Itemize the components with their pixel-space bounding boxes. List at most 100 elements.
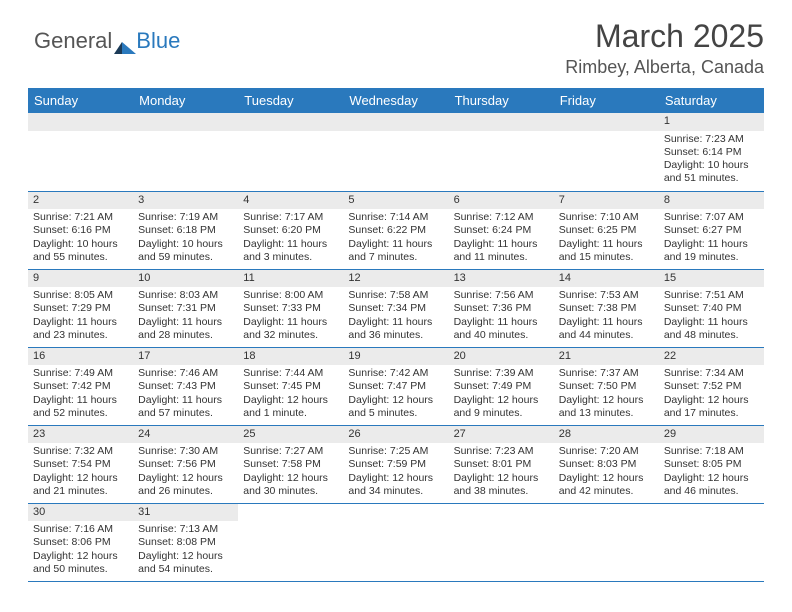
calendar-empty-cell bbox=[554, 113, 659, 191]
daylight-text: Daylight: 12 hours and 17 minutes. bbox=[664, 394, 759, 420]
sunrise-text: Sunrise: 7:42 AM bbox=[348, 367, 443, 380]
day-body: Sunrise: 7:56 AMSunset: 7:36 PMDaylight:… bbox=[449, 287, 554, 345]
sunset-text: Sunset: 8:05 PM bbox=[664, 458, 759, 471]
day-header: Monday bbox=[133, 88, 238, 113]
daylight-text: Daylight: 12 hours and 42 minutes. bbox=[559, 472, 654, 498]
daylight-text: Daylight: 11 hours and 44 minutes. bbox=[559, 316, 654, 342]
day-number: 15 bbox=[659, 270, 764, 288]
sunrise-text: Sunrise: 7:27 AM bbox=[243, 445, 338, 458]
calendar-empty-cell bbox=[238, 113, 343, 191]
day-body: Sunrise: 7:53 AMSunset: 7:38 PMDaylight:… bbox=[554, 287, 659, 345]
calendar-day-cell: 9Sunrise: 8:05 AMSunset: 7:29 PMDaylight… bbox=[28, 269, 133, 347]
calendar-empty-cell bbox=[449, 113, 554, 191]
sunrise-text: Sunrise: 7:10 AM bbox=[559, 211, 654, 224]
sunrise-text: Sunrise: 7:51 AM bbox=[664, 289, 759, 302]
daylight-text: Daylight: 11 hours and 48 minutes. bbox=[664, 316, 759, 342]
sunset-text: Sunset: 7:58 PM bbox=[243, 458, 338, 471]
day-number: 14 bbox=[554, 270, 659, 288]
day-number: 12 bbox=[343, 270, 448, 288]
day-number-empty bbox=[28, 113, 133, 131]
sunset-text: Sunset: 7:42 PM bbox=[33, 380, 128, 393]
sunset-text: Sunset: 8:06 PM bbox=[33, 536, 128, 549]
daylight-text: Daylight: 12 hours and 54 minutes. bbox=[138, 550, 233, 576]
calendar-empty-cell bbox=[343, 113, 448, 191]
sunrise-text: Sunrise: 7:56 AM bbox=[454, 289, 549, 302]
day-header: Wednesday bbox=[343, 88, 448, 113]
calendar-day-cell: 20Sunrise: 7:39 AMSunset: 7:49 PMDayligh… bbox=[449, 347, 554, 425]
day-body: Sunrise: 7:10 AMSunset: 6:25 PMDaylight:… bbox=[554, 209, 659, 267]
sunrise-text: Sunrise: 8:03 AM bbox=[138, 289, 233, 302]
day-header: Friday bbox=[554, 88, 659, 113]
sunset-text: Sunset: 7:59 PM bbox=[348, 458, 443, 471]
logo-text-general: General bbox=[34, 28, 112, 54]
daylight-text: Daylight: 11 hours and 23 minutes. bbox=[33, 316, 128, 342]
daylight-text: Daylight: 10 hours and 55 minutes. bbox=[33, 238, 128, 264]
sunset-text: Sunset: 6:27 PM bbox=[664, 224, 759, 237]
day-header: Sunday bbox=[28, 88, 133, 113]
calendar-table: SundayMondayTuesdayWednesdayThursdayFrid… bbox=[28, 88, 764, 582]
sunrise-text: Sunrise: 7:23 AM bbox=[454, 445, 549, 458]
calendar-empty-cell bbox=[659, 503, 764, 581]
daylight-text: Daylight: 11 hours and 40 minutes. bbox=[454, 316, 549, 342]
sunrise-text: Sunrise: 7:07 AM bbox=[664, 211, 759, 224]
daylight-text: Daylight: 11 hours and 36 minutes. bbox=[348, 316, 443, 342]
day-number: 19 bbox=[343, 348, 448, 366]
day-number: 30 bbox=[28, 504, 133, 522]
daylight-text: Daylight: 12 hours and 13 minutes. bbox=[559, 394, 654, 420]
day-header: Saturday bbox=[659, 88, 764, 113]
sunrise-text: Sunrise: 7:23 AM bbox=[664, 133, 759, 146]
day-number: 28 bbox=[554, 426, 659, 444]
day-number: 23 bbox=[28, 426, 133, 444]
calendar-day-cell: 18Sunrise: 7:44 AMSunset: 7:45 PMDayligh… bbox=[238, 347, 343, 425]
location: Rimbey, Alberta, Canada bbox=[28, 57, 764, 78]
daylight-text: Daylight: 12 hours and 21 minutes. bbox=[33, 472, 128, 498]
sunset-text: Sunset: 6:22 PM bbox=[348, 224, 443, 237]
daylight-text: Daylight: 11 hours and 32 minutes. bbox=[243, 316, 338, 342]
sunrise-text: Sunrise: 7:30 AM bbox=[138, 445, 233, 458]
day-number: 13 bbox=[449, 270, 554, 288]
calendar-day-cell: 19Sunrise: 7:42 AMSunset: 7:47 PMDayligh… bbox=[343, 347, 448, 425]
day-header: Thursday bbox=[449, 88, 554, 113]
calendar-week-row: 1Sunrise: 7:23 AMSunset: 6:14 PMDaylight… bbox=[28, 113, 764, 191]
calendar-day-cell: 13Sunrise: 7:56 AMSunset: 7:36 PMDayligh… bbox=[449, 269, 554, 347]
daylight-text: Daylight: 10 hours and 59 minutes. bbox=[138, 238, 233, 264]
sunset-text: Sunset: 7:38 PM bbox=[559, 302, 654, 315]
day-body: Sunrise: 7:25 AMSunset: 7:59 PMDaylight:… bbox=[343, 443, 448, 501]
sunrise-text: Sunrise: 7:25 AM bbox=[348, 445, 443, 458]
sunrise-text: Sunrise: 8:00 AM bbox=[243, 289, 338, 302]
sunset-text: Sunset: 7:29 PM bbox=[33, 302, 128, 315]
calendar-day-cell: 31Sunrise: 7:13 AMSunset: 8:08 PMDayligh… bbox=[133, 503, 238, 581]
day-number: 3 bbox=[133, 192, 238, 210]
calendar-empty-cell bbox=[28, 113, 133, 191]
calendar-empty-cell bbox=[133, 113, 238, 191]
daylight-text: Daylight: 12 hours and 1 minute. bbox=[243, 394, 338, 420]
day-body: Sunrise: 7:39 AMSunset: 7:49 PMDaylight:… bbox=[449, 365, 554, 423]
calendar-day-cell: 23Sunrise: 7:32 AMSunset: 7:54 PMDayligh… bbox=[28, 425, 133, 503]
sunset-text: Sunset: 8:03 PM bbox=[559, 458, 654, 471]
daylight-text: Daylight: 10 hours and 51 minutes. bbox=[664, 159, 759, 185]
calendar-day-cell: 15Sunrise: 7:51 AMSunset: 7:40 PMDayligh… bbox=[659, 269, 764, 347]
calendar-day-cell: 2Sunrise: 7:21 AMSunset: 6:16 PMDaylight… bbox=[28, 191, 133, 269]
daylight-text: Daylight: 11 hours and 19 minutes. bbox=[664, 238, 759, 264]
day-body: Sunrise: 7:20 AMSunset: 8:03 PMDaylight:… bbox=[554, 443, 659, 501]
sunset-text: Sunset: 7:36 PM bbox=[454, 302, 549, 315]
calendar-day-cell: 1Sunrise: 7:23 AMSunset: 6:14 PMDaylight… bbox=[659, 113, 764, 191]
calendar-day-cell: 25Sunrise: 7:27 AMSunset: 7:58 PMDayligh… bbox=[238, 425, 343, 503]
sunrise-text: Sunrise: 7:53 AM bbox=[559, 289, 654, 302]
calendar-day-cell: 17Sunrise: 7:46 AMSunset: 7:43 PMDayligh… bbox=[133, 347, 238, 425]
day-number: 17 bbox=[133, 348, 238, 366]
sunset-text: Sunset: 6:25 PM bbox=[559, 224, 654, 237]
calendar-day-cell: 6Sunrise: 7:12 AMSunset: 6:24 PMDaylight… bbox=[449, 191, 554, 269]
calendar-week-row: 30Sunrise: 7:16 AMSunset: 8:06 PMDayligh… bbox=[28, 503, 764, 581]
day-body: Sunrise: 7:16 AMSunset: 8:06 PMDaylight:… bbox=[28, 521, 133, 579]
daylight-text: Daylight: 11 hours and 11 minutes. bbox=[454, 238, 549, 264]
day-number: 7 bbox=[554, 192, 659, 210]
day-number: 21 bbox=[554, 348, 659, 366]
day-body: Sunrise: 8:05 AMSunset: 7:29 PMDaylight:… bbox=[28, 287, 133, 345]
calendar-day-cell: 27Sunrise: 7:23 AMSunset: 8:01 PMDayligh… bbox=[449, 425, 554, 503]
sunrise-text: Sunrise: 7:14 AM bbox=[348, 211, 443, 224]
day-number: 9 bbox=[28, 270, 133, 288]
sunset-text: Sunset: 7:45 PM bbox=[243, 380, 338, 393]
sunset-text: Sunset: 7:40 PM bbox=[664, 302, 759, 315]
day-body: Sunrise: 7:07 AMSunset: 6:27 PMDaylight:… bbox=[659, 209, 764, 267]
